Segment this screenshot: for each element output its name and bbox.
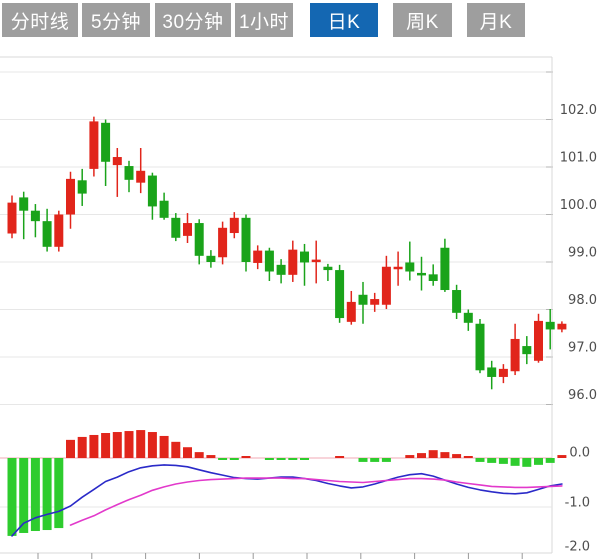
- candle: [7, 202, 17, 234]
- candle: [19, 197, 29, 211]
- candle: [229, 217, 239, 234]
- candle: [487, 367, 497, 377]
- candle: [346, 301, 356, 322]
- tab-weekly-k[interactable]: 周K: [393, 3, 452, 37]
- candle: [89, 121, 99, 169]
- price-axis-label: 102.0: [560, 103, 597, 118]
- candle: [218, 227, 228, 258]
- candle: [452, 290, 462, 313]
- candle: [498, 368, 508, 377]
- candle: [534, 320, 543, 361]
- candle: [77, 180, 87, 194]
- candle: [557, 323, 567, 330]
- candle: [417, 272, 426, 276]
- price-axis-label: 97.0: [568, 341, 597, 356]
- candle: [136, 170, 146, 183]
- macd-histogram: [7, 430, 567, 536]
- candle: [323, 266, 333, 271]
- candlesticks: [7, 116, 567, 390]
- candle: [66, 178, 75, 215]
- candle: [264, 250, 274, 272]
- price-axis-label: 96.0: [568, 388, 597, 403]
- price-axis-labels: 102.0 101.0 100.0 99.0 98.0 97.0 96.0: [560, 103, 597, 403]
- candle: [510, 338, 520, 372]
- candle: [276, 264, 286, 275]
- candle: [288, 249, 298, 275]
- candle: [194, 223, 204, 256]
- candle: [545, 321, 555, 330]
- candle: [440, 247, 450, 291]
- candle: [206, 255, 216, 262]
- tab-1hour[interactable]: 1小时: [235, 3, 293, 37]
- candle: [42, 221, 52, 247]
- tab-timeline[interactable]: 分时线: [2, 3, 78, 37]
- macd-axis-label: 0.0: [569, 446, 590, 461]
- price-axis-label: 100.0: [560, 198, 597, 213]
- macd-dif-line: [11, 464, 563, 537]
- candle: [300, 251, 309, 263]
- candle: [463, 312, 473, 323]
- candle: [54, 214, 64, 247]
- tab-30min[interactable]: 30分钟: [155, 3, 231, 37]
- macd-dea-line: [69, 477, 563, 526]
- candle: [358, 294, 368, 305]
- candle: [475, 323, 485, 371]
- price-axis-label: 98.0: [568, 293, 597, 308]
- candle: [124, 166, 134, 180]
- candle: [253, 250, 263, 263]
- candle: [159, 200, 169, 218]
- macd-axis-label: -2.0: [565, 540, 590, 555]
- candle: [101, 122, 111, 162]
- candle: [405, 262, 415, 272]
- tab-5min[interactable]: 5分钟: [82, 3, 150, 37]
- candle: [370, 299, 380, 305]
- candle: [428, 274, 438, 281]
- candle: [171, 217, 181, 238]
- candle: [393, 266, 403, 270]
- candle: [112, 157, 122, 166]
- tab-daily-k[interactable]: 日K: [310, 3, 378, 37]
- period-tabbar: 分时线 5分钟 30分钟 1小时 日K 周K 月K: [0, 0, 604, 42]
- candle: [311, 259, 321, 263]
- candle: [241, 217, 251, 262]
- candle: [522, 346, 532, 355]
- price-axis-label: 99.0: [568, 246, 597, 261]
- candle: [183, 223, 192, 236]
- price-axis-label: 101.0: [560, 151, 597, 166]
- tab-monthly-k[interactable]: 月K: [467, 3, 525, 37]
- candle: [147, 175, 157, 207]
- macd-axis-label: -1.0: [565, 496, 590, 511]
- candle: [335, 270, 345, 319]
- macd-axis-labels: 0.0 -1.0 -2.0: [565, 446, 590, 555]
- candle: [381, 266, 391, 305]
- candle: [30, 210, 40, 222]
